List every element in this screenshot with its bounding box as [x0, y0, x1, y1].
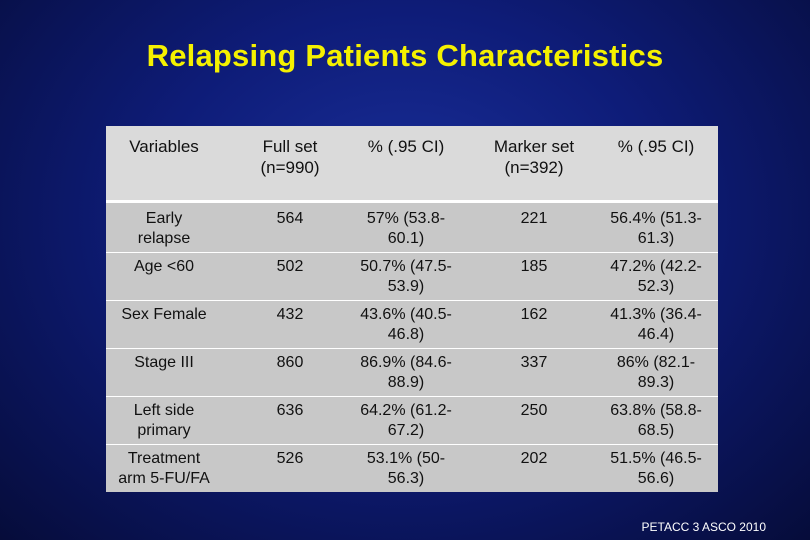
table-cell: 202 [472, 449, 596, 492]
table-cell: 64.2% (61.2- 67.2) [341, 401, 471, 444]
table-cell-line1: Age <60 [133, 258, 195, 275]
table-cell: 860 [232, 353, 348, 396]
table-cell: 221 [472, 209, 596, 252]
header-cell: Full set (n=990) [232, 136, 348, 178]
table-cell-line1: 636 [276, 402, 304, 419]
table-cell-line2: 52.3) [637, 278, 675, 295]
table-cell-line1: 432 [276, 306, 304, 323]
table-cell-line1: 50.7% (47.5- [360, 258, 452, 275]
table-cell-line1: 564 [276, 210, 304, 227]
table-cell: 47.2% (42.2- 52.3) [594, 257, 718, 300]
table-cell-line2: primary [137, 422, 191, 439]
table-cell-line1: 337 [520, 354, 548, 371]
header-cell: Variables [106, 136, 222, 157]
table-cell-line2: 56.6) [637, 470, 675, 487]
table-cell-line1: 47.2% (42.2- [610, 258, 702, 275]
table-cell-line1: Stage III [134, 354, 194, 371]
characteristics-table: Variables Full set (n=990) % (.95 CI) Marker… [106, 126, 718, 492]
header-cell-line1: Full set [262, 137, 318, 156]
table-cell: Age <60 [106, 257, 222, 300]
header-cell-line1: Variables [129, 137, 199, 156]
row-divider [106, 396, 718, 397]
table-cell: 86.9% (84.6- 88.9) [341, 353, 471, 396]
table-cell-line2: 68.5) [637, 422, 675, 439]
table-cell: 185 [472, 257, 596, 300]
table-cell-line1: 86% (82.1- [616, 354, 696, 371]
header-cell: % (.95 CI) [594, 136, 718, 157]
table-cell-line1: 221 [520, 210, 548, 227]
table-cell: 564 [232, 209, 348, 252]
header-cell-line1: Marker set [493, 137, 575, 156]
table-cell-line1: 185 [520, 258, 548, 275]
table-cell-line1: 41.3% (36.4- [610, 306, 702, 323]
row-divider [106, 444, 718, 445]
table-cell-line2: 89.3) [637, 374, 675, 391]
table-cell-line1: Sex Female [121, 306, 207, 323]
row-divider [106, 300, 718, 301]
table-cell: Early relapse [106, 209, 222, 252]
row-divider [106, 348, 718, 349]
table-cell-line1: Treatment [127, 450, 201, 467]
header-divider [106, 200, 718, 203]
header-cell: Marker set (n=392) [472, 136, 596, 178]
table-cell: 41.3% (36.4- 46.4) [594, 305, 718, 348]
table-cell: 53.1% (50- 56.3) [341, 449, 471, 492]
table-cell: 43.6% (40.5- 46.8) [341, 305, 471, 348]
table-cell: 526 [232, 449, 348, 492]
table-cell: 56.4% (51.3- 61.3) [594, 209, 718, 252]
table-cell-line2: 61.3) [637, 230, 675, 247]
table-cell-line1: 502 [276, 258, 304, 275]
table-cell: 57% (53.8- 60.1) [341, 209, 471, 252]
table-cell: 432 [232, 305, 348, 348]
table-cell-line2: 53.9) [387, 278, 425, 295]
table-cell-line1: 51.5% (46.5- [610, 450, 702, 467]
table-cell-line1: 526 [276, 450, 304, 467]
table-cell: 51.5% (46.5- 56.6) [594, 449, 718, 492]
table-cell-line2: 56.3) [387, 470, 425, 487]
table-cell-line1: 250 [520, 402, 548, 419]
table-cell-line1: 63.8% (58.8- [610, 402, 702, 419]
table-cell-line2: 60.1) [387, 230, 425, 247]
table-cell: Stage III [106, 353, 222, 396]
header-cell-line2: (n=990) [260, 158, 320, 177]
table-cell-line1: Left side [133, 402, 195, 419]
table-cell-line1: 202 [520, 450, 548, 467]
table-cell-line2: 46.4) [637, 326, 675, 343]
table-cell-line2: 46.8) [387, 326, 425, 343]
table-cell-line2: relapse [137, 230, 191, 247]
table-cell-line1: Early [145, 210, 183, 227]
row-divider [106, 252, 718, 253]
slide-title: Relapsing Patients Characteristics [146, 38, 664, 73]
table-cell: 63.8% (58.8- 68.5) [594, 401, 718, 444]
table-cell-line2: arm 5-FU/FA [118, 470, 210, 487]
table-cell: 502 [232, 257, 348, 300]
table-cell: Treatment arm 5-FU/FA [106, 449, 222, 492]
table-cell: 636 [232, 401, 348, 444]
table-cell-line1: 86.9% (84.6- [360, 354, 452, 371]
table-cell: Sex Female [106, 305, 222, 348]
table-cell-line1: 43.6% (40.5- [360, 306, 452, 323]
table-cell: 337 [472, 353, 596, 396]
table-cell: 86% (82.1- 89.3) [594, 353, 718, 396]
table-header-row [106, 126, 718, 200]
table-cell: Left side primary [106, 401, 222, 444]
slide-footer: PETACC 3 ASCO 2010 [641, 520, 767, 534]
table-cell-line1: 162 [520, 306, 548, 323]
table-cell-line1: 56.4% (51.3- [610, 210, 702, 227]
table-cell: 50.7% (47.5- 53.9) [341, 257, 471, 300]
table-cell-line2: 67.2) [387, 422, 425, 439]
table-cell-line1: 57% (53.8- [366, 210, 446, 227]
header-cell-line2: (n=392) [504, 158, 564, 177]
table-cell-line2: 88.9) [387, 374, 425, 391]
header-cell: % (.95 CI) [341, 136, 471, 157]
header-cell-line1: % (.95 CI) [617, 137, 695, 156]
table-cell: 162 [472, 305, 596, 348]
table-cell-line1: 53.1% (50- [366, 450, 446, 467]
header-cell-line1: % (.95 CI) [367, 137, 445, 156]
table-cell-line1: 860 [276, 354, 304, 371]
table-cell-line1: 64.2% (61.2- [360, 402, 452, 419]
table-cell: 250 [472, 401, 596, 444]
